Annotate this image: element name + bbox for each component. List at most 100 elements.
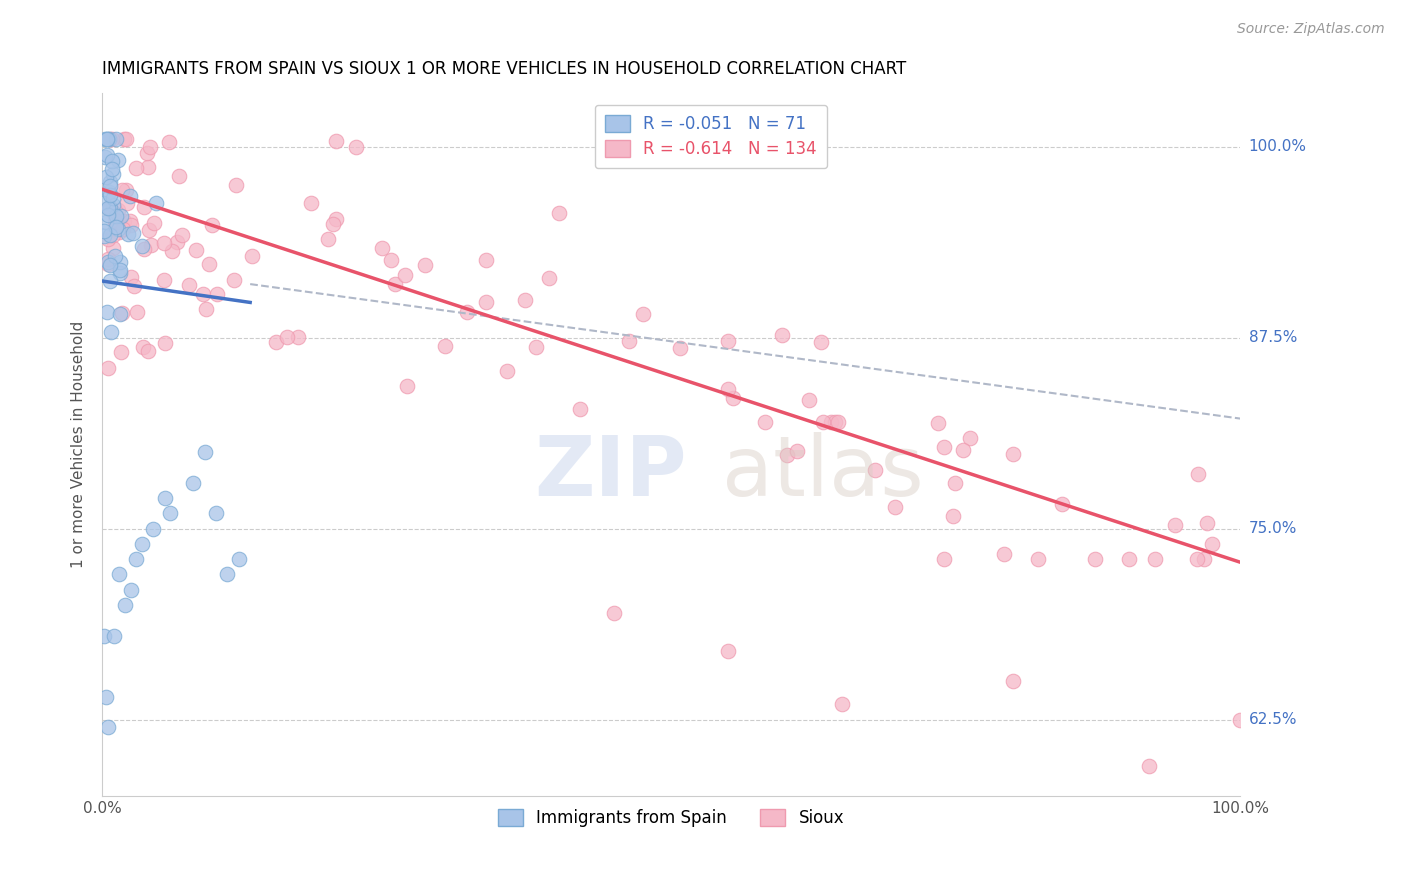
Point bbox=[159, 506, 181, 520]
Point bbox=[98, 258, 121, 272]
Point bbox=[380, 253, 402, 268]
Point bbox=[96, 305, 118, 319]
Point bbox=[943, 476, 966, 491]
Point bbox=[191, 286, 214, 301]
Point bbox=[97, 201, 120, 215]
Point bbox=[1187, 467, 1209, 481]
Point bbox=[120, 218, 142, 232]
Point bbox=[495, 364, 517, 378]
Point bbox=[110, 345, 132, 359]
Point bbox=[104, 218, 127, 232]
Point bbox=[157, 136, 180, 150]
Point bbox=[94, 132, 117, 146]
Point bbox=[1192, 552, 1215, 566]
Point bbox=[754, 415, 776, 429]
Point bbox=[125, 305, 148, 319]
Point bbox=[120, 582, 142, 597]
Point bbox=[108, 307, 131, 321]
Text: 87.5%: 87.5% bbox=[1249, 330, 1296, 345]
Point bbox=[115, 195, 138, 210]
Point bbox=[111, 306, 134, 320]
Point bbox=[101, 167, 124, 181]
Point bbox=[97, 201, 120, 215]
Point bbox=[716, 334, 738, 348]
Point bbox=[1050, 497, 1073, 511]
Point bbox=[100, 203, 122, 218]
Text: atlas: atlas bbox=[723, 433, 924, 513]
Point bbox=[138, 223, 160, 237]
Point bbox=[114, 598, 136, 612]
Point bbox=[177, 277, 200, 292]
Point bbox=[831, 698, 853, 712]
Point bbox=[287, 330, 309, 344]
Point bbox=[101, 191, 124, 205]
Point bbox=[394, 268, 416, 282]
Point bbox=[101, 228, 124, 243]
Point bbox=[101, 198, 124, 212]
Point bbox=[125, 161, 148, 175]
Point bbox=[112, 132, 135, 146]
Point bbox=[96, 132, 118, 146]
Point bbox=[97, 254, 120, 268]
Point bbox=[776, 448, 799, 462]
Point bbox=[131, 238, 153, 252]
Point bbox=[198, 256, 221, 270]
Point bbox=[107, 202, 129, 217]
Point bbox=[118, 213, 141, 227]
Point bbox=[131, 537, 153, 551]
Point bbox=[132, 340, 155, 354]
Y-axis label: 1 or more Vehicles in Household: 1 or more Vehicles in Household bbox=[72, 321, 86, 568]
Point bbox=[112, 222, 135, 236]
Point bbox=[96, 208, 118, 222]
Point bbox=[104, 132, 127, 146]
Text: 100.0%: 100.0% bbox=[1249, 139, 1306, 154]
Point bbox=[1084, 552, 1107, 566]
Point bbox=[1185, 552, 1208, 566]
Point bbox=[142, 522, 165, 536]
Point bbox=[413, 259, 436, 273]
Point bbox=[797, 392, 820, 407]
Point bbox=[96, 132, 118, 146]
Point bbox=[932, 440, 955, 454]
Point bbox=[721, 392, 744, 406]
Point bbox=[98, 201, 121, 215]
Point bbox=[322, 218, 344, 232]
Text: Source: ZipAtlas.com: Source: ZipAtlas.com bbox=[1237, 22, 1385, 37]
Point bbox=[433, 339, 456, 353]
Point bbox=[1026, 552, 1049, 566]
Point bbox=[181, 475, 204, 490]
Point bbox=[1001, 674, 1024, 689]
Point bbox=[98, 132, 121, 146]
Point bbox=[153, 236, 176, 251]
Point bbox=[153, 491, 176, 505]
Point bbox=[170, 228, 193, 243]
Point bbox=[145, 196, 167, 211]
Point bbox=[94, 215, 117, 229]
Point bbox=[143, 216, 166, 230]
Point bbox=[136, 344, 159, 359]
Point bbox=[101, 241, 124, 255]
Point bbox=[1137, 758, 1160, 772]
Point bbox=[205, 287, 228, 301]
Point bbox=[94, 690, 117, 704]
Point bbox=[111, 183, 134, 197]
Point bbox=[104, 209, 127, 223]
Point bbox=[927, 416, 949, 430]
Point bbox=[619, 334, 641, 348]
Point bbox=[122, 279, 145, 293]
Point bbox=[524, 340, 547, 354]
Point bbox=[108, 262, 131, 277]
Point bbox=[153, 272, 176, 286]
Point bbox=[108, 266, 131, 280]
Point bbox=[810, 334, 832, 349]
Point bbox=[100, 161, 122, 176]
Point bbox=[770, 327, 793, 342]
Point bbox=[184, 243, 207, 257]
Point bbox=[98, 185, 121, 199]
Point bbox=[97, 720, 120, 734]
Text: 62.5%: 62.5% bbox=[1249, 712, 1298, 727]
Point bbox=[952, 443, 974, 458]
Point bbox=[396, 379, 419, 393]
Point bbox=[117, 227, 139, 241]
Point bbox=[93, 629, 115, 643]
